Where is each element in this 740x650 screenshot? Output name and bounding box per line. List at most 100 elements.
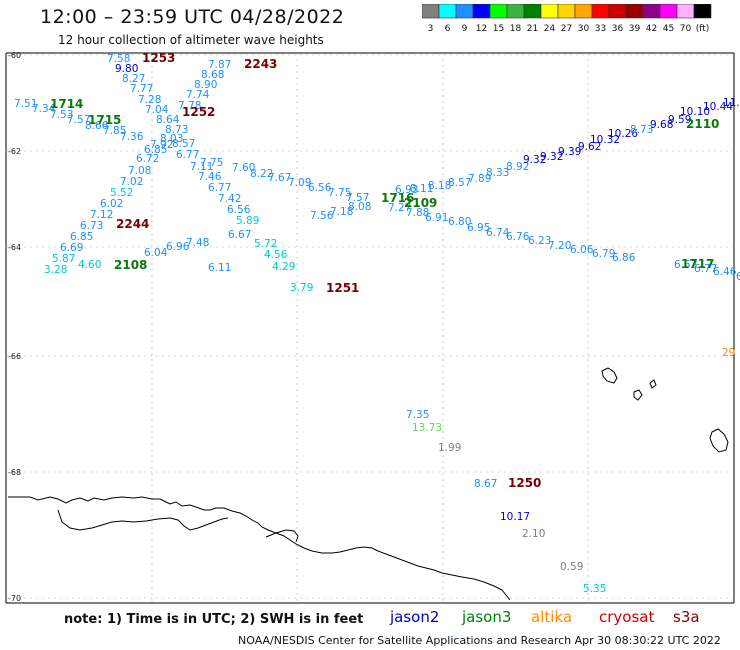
swh-label: 7.04 bbox=[145, 104, 169, 116]
swh-label: 7.67 bbox=[268, 172, 291, 184]
swh-label: 8.90 bbox=[194, 79, 217, 91]
antarctic-coast bbox=[8, 496, 511, 601]
wave-height-labels: 7.589.808.277.777.287.047.517.347.537.57… bbox=[14, 53, 740, 595]
chart-title: 12:00 – 23:59 UTC 04/28/2022 bbox=[40, 6, 345, 28]
legend-label: (ft) bbox=[696, 24, 710, 34]
swh-label: 6.91 bbox=[425, 212, 448, 224]
pass-id-label: 1253 bbox=[142, 51, 175, 65]
swh-label: 6.04 bbox=[144, 247, 168, 259]
legend-label: 70 bbox=[680, 24, 692, 34]
swh-label: 6.06 bbox=[570, 244, 594, 256]
legend-label: 36 bbox=[612, 24, 624, 34]
swh-label: 8.73 bbox=[165, 124, 188, 136]
swh-label: 10.26 bbox=[608, 128, 638, 140]
pass-id-label: 1717 bbox=[681, 257, 714, 271]
swh-label: 7.46 bbox=[198, 171, 222, 183]
swh-label: 4.29 bbox=[272, 261, 295, 273]
swh-label: 7.74 bbox=[186, 89, 210, 101]
island-1 bbox=[601, 367, 618, 384]
swh-label: 6.85 bbox=[736, 271, 740, 283]
swh-label: 7.20 bbox=[548, 240, 571, 252]
swh-label: 5.87 bbox=[52, 253, 75, 265]
swh-label: 5.35 bbox=[583, 583, 606, 595]
legend-label: 24 bbox=[544, 24, 556, 34]
swh-label: 4.56 bbox=[264, 249, 288, 261]
swh-label: 7.57 bbox=[67, 114, 90, 126]
swh-label: 7.18 bbox=[330, 206, 353, 218]
swh-label: 7.34 bbox=[32, 103, 56, 115]
legend-label: 30 bbox=[578, 24, 590, 34]
island-4 bbox=[709, 428, 729, 453]
swh-label: 7.48 bbox=[186, 237, 209, 249]
pass-id-label: 1715 bbox=[88, 113, 121, 127]
swh-label: 7.27 bbox=[388, 202, 411, 214]
pass-id-label: 2109 bbox=[404, 196, 437, 210]
swh-label: 6.93 bbox=[395, 184, 418, 196]
swh-label: 10.10 bbox=[680, 106, 710, 118]
swh-label: 8.66 bbox=[85, 120, 109, 132]
sat-jason2: jason2 bbox=[390, 608, 440, 626]
lat-tick-label: -62 bbox=[8, 147, 21, 156]
sat-cryosat: cryosat bbox=[599, 608, 655, 626]
pass-id-label: 2244 bbox=[116, 217, 149, 231]
wave-height-map: 150153156159162165-60-62-64-66-68-70 7.5… bbox=[5, 51, 740, 604]
swh-label: 6.74 bbox=[486, 227, 510, 239]
swh-label: 5.89 bbox=[236, 215, 259, 227]
swh-label: 8.11 bbox=[410, 183, 433, 195]
map-frame bbox=[5, 52, 735, 604]
legend-label: 15 bbox=[493, 24, 504, 34]
swh-label: 6.85 bbox=[70, 231, 93, 243]
swh-label: 10.17 bbox=[500, 511, 530, 523]
pass-id-label: 2243 bbox=[244, 57, 277, 71]
swh-label: 7.08 bbox=[128, 165, 151, 177]
swh-label: 7.78 bbox=[178, 100, 201, 112]
swh-label: 6.23 bbox=[528, 235, 551, 247]
lat-tick-label: -66 bbox=[8, 352, 21, 361]
swh-label: 7.35 bbox=[406, 409, 429, 421]
swh-label: 6.53 bbox=[674, 259, 697, 271]
swh-label: 3.28 bbox=[44, 264, 67, 276]
swh-label: 6.72 bbox=[136, 153, 159, 165]
swh-label: 6.86 bbox=[612, 252, 636, 264]
footer-note: note: 1) Time is in UTC; 2) SWH is in fe… bbox=[64, 612, 364, 627]
swh-label: 7.87 bbox=[208, 59, 231, 71]
swh-label: 8.67 bbox=[474, 478, 497, 490]
swh-label: 7.36 bbox=[120, 131, 144, 143]
color-scale-legend: 3 6 9 12 15 18 21 24 27 30 33 36 39 42 45 70 (ft) bbox=[422, 4, 712, 34]
swh-label: 6.56 bbox=[308, 182, 332, 194]
swh-label: 6.96 bbox=[166, 241, 190, 253]
footer-credit: NOAA/NESDIS Center for Satellite Applica… bbox=[238, 634, 721, 647]
swh-label: 8.68 bbox=[201, 69, 224, 81]
swh-label: 29 bbox=[722, 347, 735, 359]
swh-label: 6.02 bbox=[100, 198, 123, 210]
legend-label: 18 bbox=[510, 24, 522, 34]
swh-label: 7.92 bbox=[150, 139, 173, 151]
coastline bbox=[8, 367, 729, 601]
chart-subtitle: 12 hour collection of altimeter wave hei… bbox=[58, 33, 324, 47]
swh-label: 7.12 bbox=[90, 209, 113, 221]
swh-label: 11.0 bbox=[723, 97, 740, 109]
swh-label: 9.62 bbox=[578, 141, 601, 153]
pass-id-label: 1251 bbox=[326, 281, 359, 295]
swh-label: 9.39 bbox=[558, 146, 581, 158]
swh-label: 7.02 bbox=[120, 176, 143, 188]
pass-id-label: 2108 bbox=[114, 258, 147, 272]
sat-s3a: s3a bbox=[673, 608, 700, 626]
sat-altika: altika bbox=[531, 608, 573, 626]
swh-label: 6.79 bbox=[592, 248, 615, 260]
pass-id-label: 1250 bbox=[508, 476, 541, 490]
swh-label: 5.72 bbox=[254, 238, 277, 250]
swh-label: 6.46 bbox=[713, 266, 737, 278]
swh-label: 9.32 bbox=[523, 154, 546, 166]
swh-label: 6.69 bbox=[60, 242, 83, 254]
swh-label: 8.22 bbox=[250, 168, 273, 180]
legend-label: 39 bbox=[629, 24, 641, 34]
swh-label: 1.99 bbox=[438, 442, 461, 454]
swh-label: 8.57 bbox=[172, 138, 195, 150]
swh-label: 7.09 bbox=[288, 177, 311, 189]
legend-label: 3 bbox=[428, 24, 434, 34]
legend-label: 33 bbox=[595, 24, 606, 34]
swh-label: 9.59 bbox=[668, 114, 691, 126]
coast-inlet bbox=[57, 509, 229, 531]
swh-label: 6.95 bbox=[467, 222, 490, 234]
